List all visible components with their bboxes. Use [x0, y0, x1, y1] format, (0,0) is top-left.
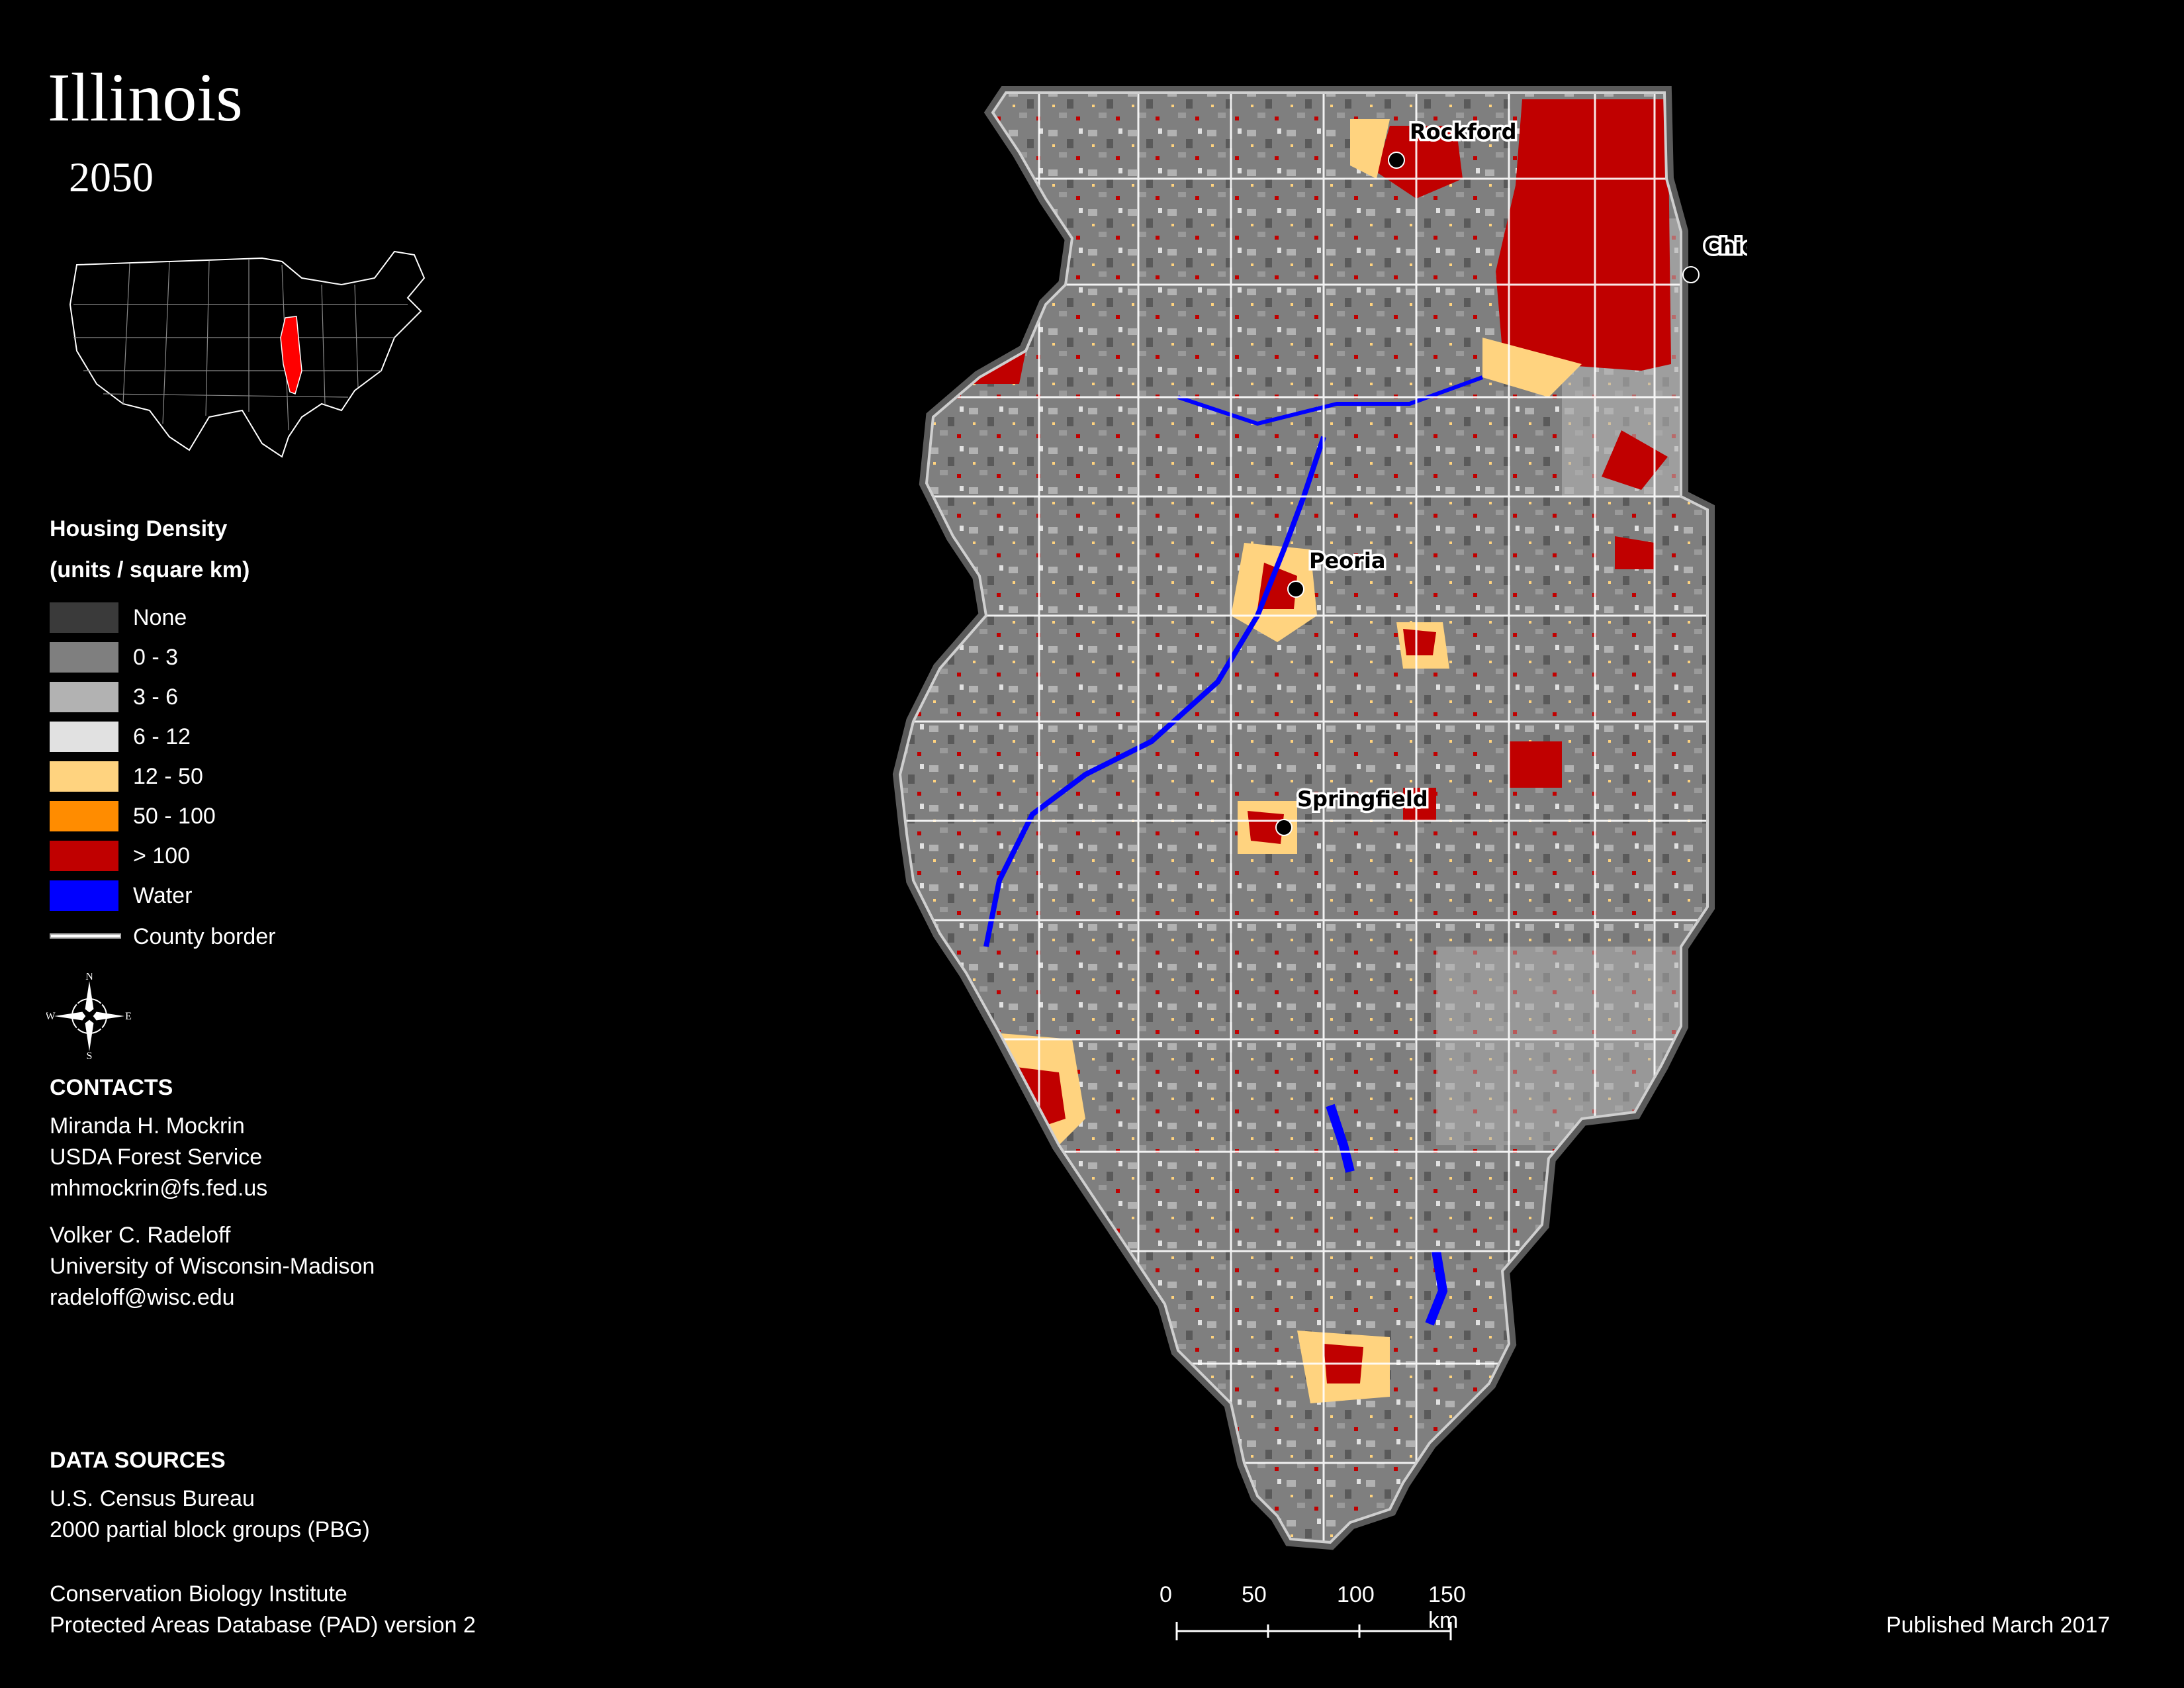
illinois-highlight	[280, 316, 302, 395]
data-sources-heading: DATA SOURCES	[50, 1448, 226, 1473]
legend-label: Water	[133, 883, 193, 908]
legend-item-county-border: County border	[50, 921, 314, 952]
contact-org: University of Wisconsin-Madison	[50, 1254, 375, 1279]
map-subtitle-year: 2050	[69, 154, 154, 201]
compass-rose-icon: N S E W	[46, 973, 132, 1059]
city-chicago: Chicago	[1682, 232, 1747, 283]
legend-item: 12 - 50	[50, 761, 314, 792]
svg-text:Chicago: Chicago	[1704, 234, 1747, 259]
source-name: U.S. Census Bureau	[50, 1486, 255, 1511]
legend-label: > 100	[133, 843, 191, 868]
map-title: Illinois	[48, 60, 243, 136]
illinois-housing-density-map: Rockford Chicago Peoria Springfield	[887, 86, 1747, 1575]
legend-item: None	[50, 602, 314, 633]
legend-swatch	[50, 880, 118, 911]
legend-swatch	[50, 642, 118, 673]
contact-email[interactable]: radeloff@wisc.edu	[50, 1285, 235, 1310]
compass-e: E	[125, 1011, 132, 1022]
us-outline	[69, 250, 426, 458]
contact-1: Miranda H. Mockrin USDA Forest Service m…	[50, 1111, 267, 1204]
legend-item: 0 - 3	[50, 642, 314, 673]
contact-name: Volker C. Radeloff	[50, 1223, 231, 1248]
source-name: Conservation Biology Institute	[50, 1581, 347, 1607]
us-locator-inset-map	[69, 250, 426, 458]
legend-item: > 100	[50, 841, 314, 871]
legend-swatch	[50, 841, 118, 871]
svg-text:Peoria: Peoria	[1309, 548, 1385, 573]
source-detail: Protected Areas Database (PAD) version 2	[50, 1613, 476, 1638]
published-date: Published March 2017	[1886, 1613, 2111, 1638]
scale-tick-0: 0	[1160, 1582, 1172, 1607]
legend-label: None	[133, 605, 187, 630]
contact-name: Miranda H. Mockrin	[50, 1113, 245, 1139]
legend-label: 12 - 50	[133, 764, 203, 789]
svg-text:Rockford: Rockford	[1410, 119, 1516, 144]
legend-item: 50 - 100	[50, 801, 314, 831]
compass-s: S	[87, 1051, 93, 1059]
city-peoria: Peoria	[1287, 546, 1388, 598]
scale-tick-50: 50	[1242, 1582, 1267, 1607]
scale-tick-100: 100	[1337, 1582, 1375, 1607]
contacts-heading: CONTACTS	[50, 1075, 173, 1100]
scale-bar-line	[1175, 1622, 1452, 1640]
legend-label: 50 - 100	[133, 804, 216, 829]
data-source-2: Conservation Biology Institute Protected…	[50, 1579, 476, 1641]
legend-title: Housing Density	[50, 516, 228, 541]
legend-label: 0 - 3	[133, 645, 179, 670]
density-raster	[900, 93, 1707, 1542]
city-rockford: Rockford	[1388, 117, 1519, 169]
legend-label: County border	[133, 924, 276, 949]
compass-n: N	[85, 973, 93, 982]
chicago-metro-density	[1496, 99, 1671, 371]
scale-tick-150: 150 km	[1428, 1582, 1466, 1633]
legend-label: 3 - 6	[133, 684, 179, 710]
contact-org: USDA Forest Service	[50, 1145, 263, 1170]
data-source-1: U.S. Census Bureau 2000 partial block gr…	[50, 1483, 370, 1546]
scale-bar: 0 50 100 150 km	[1160, 1582, 1469, 1655]
contact-email[interactable]: mhmockrin@fs.fed.us	[50, 1176, 268, 1201]
legend-item: 3 - 6	[50, 682, 314, 712]
legend-swatch	[50, 602, 118, 633]
legend-units: (units / square km)	[50, 557, 250, 583]
svg-text:Springfield: Springfield	[1297, 786, 1428, 812]
compass-w: W	[46, 1011, 56, 1022]
city-springfield: Springfield	[1275, 784, 1430, 836]
legend-swatch	[50, 801, 118, 831]
legend-label: 6 - 12	[133, 724, 191, 749]
contact-2: Volker C. Radeloff University of Wiscons…	[50, 1220, 375, 1313]
legend-swatch	[50, 722, 118, 752]
legend-item: 6 - 12	[50, 722, 314, 752]
legend-item: Water	[50, 880, 314, 911]
legend-swatch	[50, 761, 118, 792]
county-border-swatch	[50, 933, 121, 939]
legend-swatch	[50, 682, 118, 712]
source-detail: 2000 partial block groups (PBG)	[50, 1517, 370, 1542]
